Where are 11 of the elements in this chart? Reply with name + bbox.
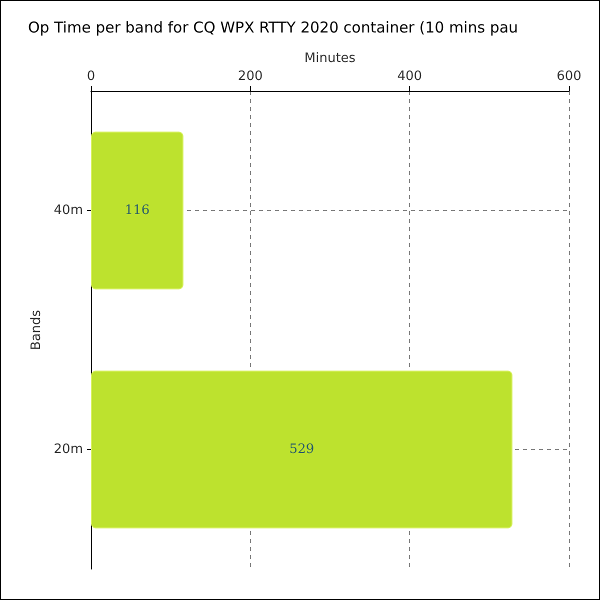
data-label: 116 [124,203,150,218]
chart-title: Op Time per band for CQ WPX RTTY 2020 container (10 mins pau [28,18,518,36]
x-tick-label: 200 [238,69,263,84]
y-axis-title: Bands [28,310,44,350]
x-tick-label: 0 [86,69,96,84]
data-label: 529 [289,442,314,457]
x-axis-title: Minutes [304,51,356,66]
y-tick-label: 40m [54,203,83,218]
x-tick-label: 600 [556,69,582,84]
y-tick-label: 20m [54,442,83,457]
x-tick-label: 400 [397,69,422,84]
